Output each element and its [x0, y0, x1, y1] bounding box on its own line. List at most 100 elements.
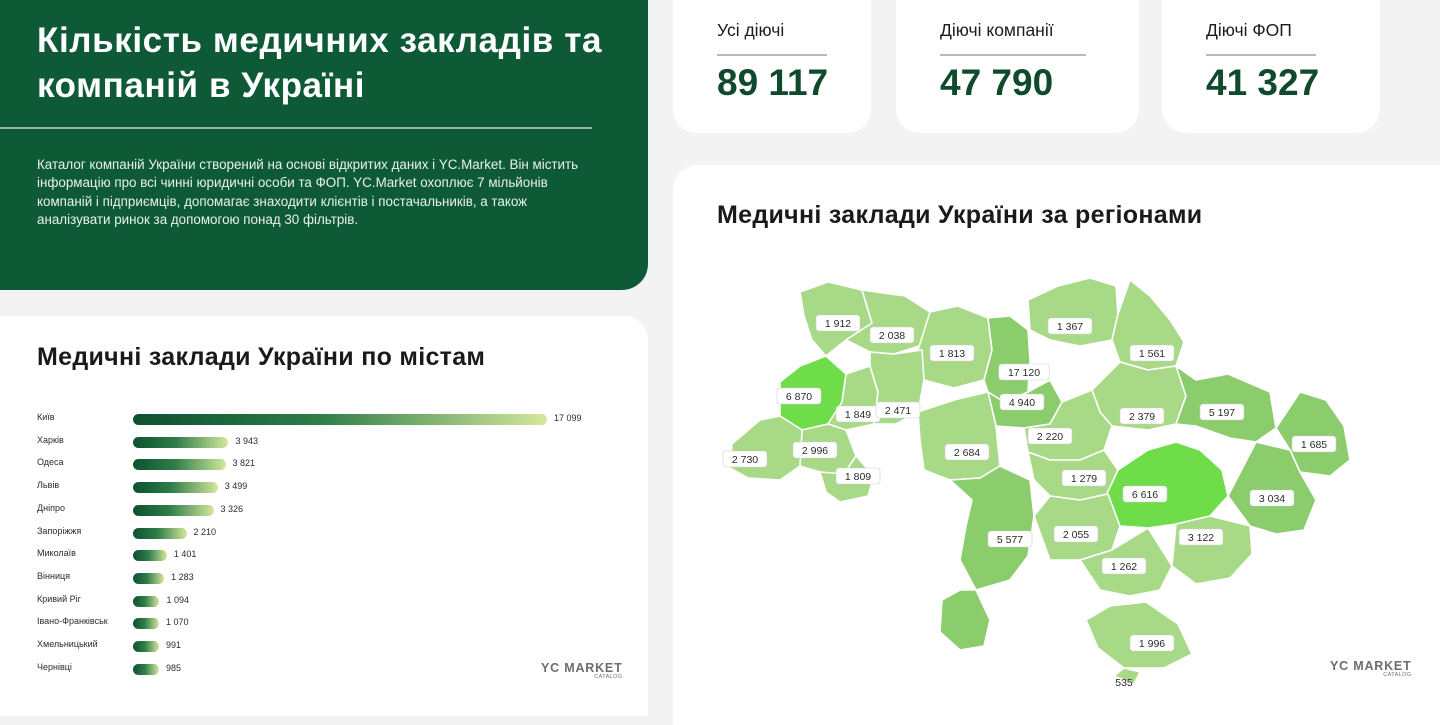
bar-value-label: 991 — [166, 640, 182, 650]
map-region — [1227, 441, 1317, 535]
map-value-label: 1 849 — [845, 409, 871, 421]
map-value-tag: 2 471 — [875, 401, 921, 419]
bar — [133, 663, 159, 675]
map-value-label: 2 730 — [732, 454, 758, 466]
bar-category-label: Львів — [37, 480, 60, 491]
bar-category-label: Київ — [37, 412, 55, 422]
map-value-label: 1 813 — [939, 348, 965, 360]
bar-value-label: 3 943 — [235, 435, 258, 446]
bar-category-label: Кривий Ріг — [37, 593, 81, 604]
map-region — [1027, 277, 1119, 347]
brand-logo: YC MARKET CATALOG — [541, 661, 623, 680]
map-value-label: 4 940 — [1009, 397, 1035, 409]
map-value-label: 2 471 — [885, 405, 911, 417]
bar-category-label: Запоріжжя — [37, 525, 82, 536]
bar-value-label: 1 094 — [166, 594, 190, 605]
ukraine-regions-map: 1 912 2 038 1 813 1 367 1 561 17 120 6 870 1 84… — [722, 277, 1351, 689]
regions-map-card: Медичні заклади України за регіонами 1 9… — [673, 165, 1440, 725]
stat-divider — [940, 54, 1086, 56]
bar-category-label: Хмельницький — [37, 639, 98, 649]
bar — [133, 618, 159, 630]
bar-row: Запоріжжя 2 210 — [37, 526, 617, 540]
bar — [133, 595, 160, 607]
map-value-tag: 2 038 — [869, 326, 915, 344]
stat-label: Діючі ФОП — [1206, 20, 1292, 40]
map-value-tag: 17 120 — [998, 363, 1050, 381]
stat-value: 41 327 — [1206, 62, 1320, 103]
map-value-tag: 1 809 — [835, 467, 881, 485]
stat-card-companies: Діючі компанії 47 790 — [896, 0, 1139, 133]
stat-divider — [717, 54, 827, 56]
map-region — [1113, 667, 1141, 685]
bar-value-label: 985 — [166, 662, 182, 673]
map-value-label: 2 038 — [879, 330, 905, 342]
bar-row: Київ 17 099 — [37, 412, 617, 426]
map-value-label: 1 279 — [1071, 473, 1097, 485]
bar — [133, 550, 167, 562]
stat-card-all: Усі діючі 89 117 — [673, 0, 871, 133]
map-value-tag: 2 379 — [1119, 407, 1165, 425]
bar-row: Кривий Ріг 1 094 — [37, 594, 617, 608]
bar-value-label: 3 326 — [220, 503, 244, 514]
map-value-label: 2 379 — [1129, 411, 1155, 423]
bar — [133, 641, 159, 652]
map-value-label: 3 034 — [1259, 493, 1285, 505]
map-value-tag: 1 912 — [815, 314, 861, 332]
bar-category-label: Дніпро — [37, 502, 65, 513]
map-value-label: 1 809 — [845, 471, 871, 483]
map-value-tag: 2 730 — [722, 450, 768, 468]
bar-category-label: Одеса — [37, 457, 64, 468]
bar-value-label: 1 283 — [171, 571, 194, 582]
map-value-label: 1 996 — [1139, 638, 1165, 650]
map-regions — [729, 277, 1351, 685]
map-value-tag: 5 197 — [1199, 403, 1245, 421]
bar-category-label: Миколаїв — [37, 548, 76, 559]
title-divider — [0, 127, 592, 129]
map-value-label: 3 122 — [1188, 532, 1214, 544]
map-value-label: 17 120 — [1008, 367, 1040, 379]
bar-row: Миколаїв 1 401 — [37, 548, 617, 562]
map-value-label: 1 685 — [1301, 439, 1327, 451]
bar-row: Дніпро 3 326 — [37, 503, 617, 517]
map-value-tag: 3 034 — [1249, 489, 1295, 507]
stat-card-fop: Діючі ФОП 41 327 — [1162, 0, 1380, 133]
bar — [133, 459, 226, 471]
map-region — [917, 391, 1001, 481]
map-value-tag: 5 577 — [987, 530, 1033, 548]
map-region — [729, 415, 803, 481]
stat-label: Діючі компанії — [940, 20, 1054, 40]
map-region — [1103, 441, 1229, 529]
bar — [133, 436, 229, 448]
hero-panel: Кількість медичних закладів та компаній … — [0, 0, 648, 290]
cities-chart-card: Медичні заклади України по містам Київ 17… — [0, 316, 648, 716]
map-value-label: 1 912 — [825, 318, 851, 330]
bar-row: Вінниця 1 283 — [37, 571, 617, 585]
map-value-tag: 3 122 — [1178, 528, 1224, 546]
bar — [133, 527, 187, 539]
map-value-label: 5 197 — [1209, 407, 1235, 419]
map-value-tag: 2 996 — [792, 441, 838, 459]
bar-category-label: Вінниця — [37, 570, 70, 581]
bar-row: Харків 3 943 — [37, 435, 617, 449]
bar-value-label: 1 070 — [166, 617, 189, 628]
bar-row: Чернівці 985 — [37, 662, 617, 676]
map-value-label: 5 577 — [997, 534, 1023, 546]
stat-label: Усі діючі — [717, 20, 785, 40]
map-value-tag: 2 220 — [1027, 427, 1073, 445]
map-region — [939, 589, 991, 651]
page-description: Каталог компаній України створений на ос… — [37, 157, 579, 228]
stat-value: 89 117 — [717, 62, 829, 103]
bar-row: Хмельницький 991 — [37, 639, 617, 653]
map-value-tag: 4 940 — [999, 393, 1045, 411]
bar-category-label: Харків — [37, 434, 64, 445]
bar-row: Львів 3 499 — [37, 480, 617, 494]
map-value-tag: 6 870 — [776, 387, 822, 405]
bar-value-label: 17 099 — [554, 413, 582, 423]
map-value-tag: 2 055 — [1053, 525, 1099, 543]
map-value-tag: 1 367 — [1047, 317, 1093, 335]
bar-value-label: 3 499 — [224, 481, 248, 492]
cities-chart-title: Медичні заклади України по містам — [37, 343, 486, 371]
map-value-tag: 2 684 — [944, 443, 990, 461]
map-value-label: 2 684 — [954, 447, 980, 459]
map-value-label: 1 561 — [1139, 348, 1165, 360]
